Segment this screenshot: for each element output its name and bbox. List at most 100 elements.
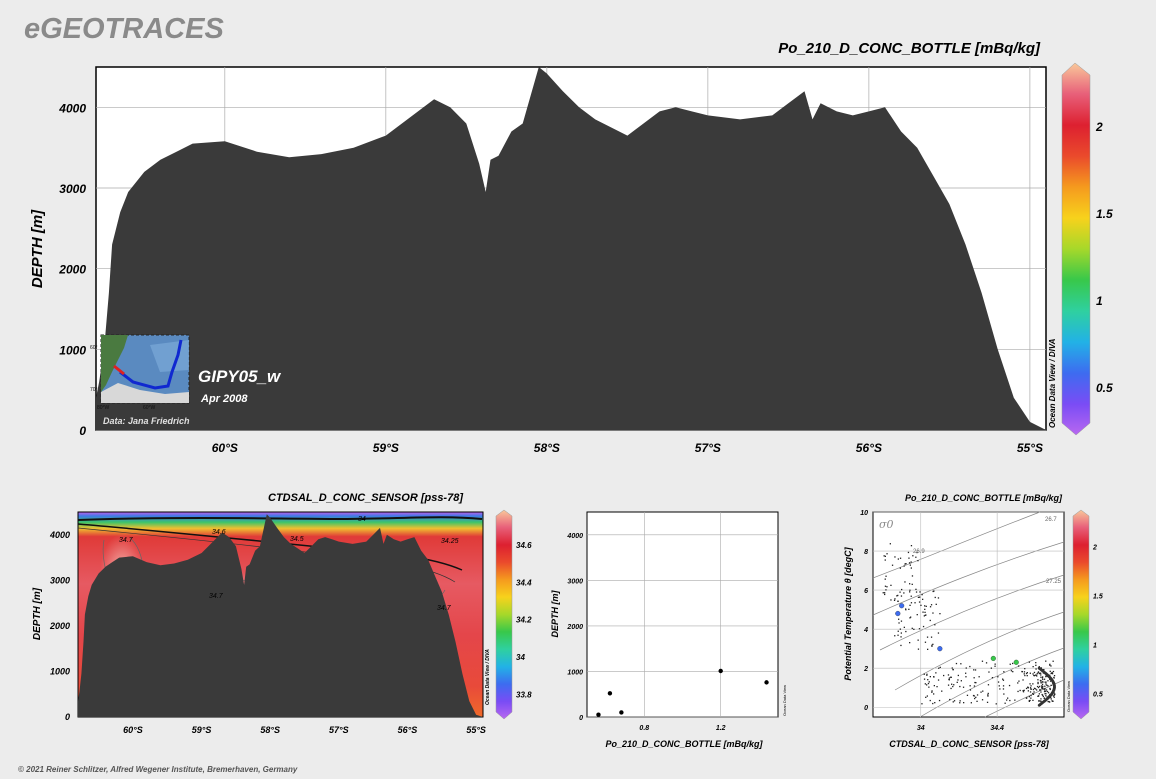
ts-ctd-sample: [1049, 688, 1051, 691]
ts-ctd-sample: [1023, 671, 1026, 673]
ts-xlabel: CTDSAL_D_CONC_SENSOR [pss-78]: [889, 739, 1050, 749]
ts-black-points: [882, 543, 1056, 707]
ts-ctd-sample: [1017, 690, 1019, 693]
ts-ctd-sample: [974, 681, 976, 684]
ts-ctd-sample: [975, 682, 977, 684]
ts-ctd-sample: [1026, 675, 1028, 677]
ts-ctd-sample: [935, 603, 937, 605]
ts-ctd-sample: [1008, 684, 1011, 687]
sal-x-tick-label: 59°S: [192, 725, 212, 735]
scatter-grid: [587, 512, 778, 718]
scatter-y-ticks: 0 1000 2000 3000 4000: [566, 533, 583, 722]
ts-ctd-sample: [988, 671, 990, 673]
scatter-xlabel: Po_210_D_CONC_BOTTLE [mBq/kg]: [605, 739, 763, 749]
ts-ctd-sample: [922, 625, 925, 628]
ts-ctd-sample: [1023, 673, 1025, 675]
ts-ctd-sample: [1002, 685, 1005, 687]
ts-ctd-sample: [1047, 692, 1050, 694]
ts-ctd-sample: [922, 598, 924, 600]
ts-ctd-sample: [916, 614, 918, 616]
contour-label: 34.6: [212, 529, 226, 536]
ts-ctd-sample: [884, 593, 886, 596]
ts-ctd-sample: [965, 676, 967, 678]
main-x-tick-label: 56°S: [856, 441, 882, 455]
ts-ctd-sample: [905, 609, 907, 611]
colorbar-tick-label: 1: [1096, 294, 1103, 308]
ts-ctd-sample: [922, 611, 924, 613]
ts-ctd-sample: [918, 628, 921, 630]
ts-ctd-sample: [1042, 694, 1044, 696]
ts-ctd-sample: [923, 673, 925, 675]
ts-ctd-sample: [980, 691, 982, 693]
ts-ctd-sample: [1037, 695, 1039, 697]
ts-ctd-sample: [1045, 689, 1048, 691]
ts-ctd-sample: [960, 680, 962, 682]
ts-ctd-sample: [929, 699, 931, 702]
contour-label: 34.25: [441, 538, 459, 545]
ts-ctd-sample: [939, 666, 941, 668]
scatter-side-text: Ocean Data View: [782, 685, 787, 716]
ts-ctd-sample: [908, 557, 910, 559]
ts-ctd-sample: [1003, 693, 1005, 695]
sal-y-tick-label: 3000: [50, 575, 70, 585]
ts-ctd-sample: [1049, 663, 1051, 665]
ts-ctd-sample: [995, 703, 997, 705]
sal-contour-labels: 34 34.7 34.6 34.5 34.25 34.7 34.7: [119, 516, 459, 612]
ts-ctd-sample: [1019, 689, 1021, 692]
ts-ctd-sample: [921, 594, 923, 596]
main-y-tick-label: 1000: [59, 343, 86, 357]
scatter-y-tick-label: 3000: [567, 578, 583, 585]
ts-isopycnals: [872, 511, 1065, 718]
ts-ctd-sample: [1032, 683, 1034, 685]
ts-ctd-sample: [884, 555, 886, 557]
ts-ctd-sample: [897, 558, 899, 560]
inset-lat-60: 60°: [90, 345, 98, 351]
ts-ctd-sample: [1044, 681, 1046, 683]
colorbar-tick-label: 34: [516, 653, 525, 662]
ts-ctd-sample: [973, 677, 975, 679]
main-x-tick-label: 58°S: [534, 441, 560, 455]
ts-ctd-sample: [1049, 670, 1051, 672]
ts-ctd-sample: [1050, 684, 1052, 686]
ts-ctd-sample: [919, 596, 921, 598]
sal-y-ticks: 0 1000 2000 3000 4000: [49, 530, 70, 722]
ts-ctd-sample: [1041, 686, 1043, 689]
sal-x-tick-label: 57°S: [329, 725, 349, 735]
ts-grid: [873, 511, 1064, 717]
colorbar-tick-label: 0.5: [1096, 381, 1113, 395]
ts-ctd-sample: [957, 674, 959, 677]
ts-ctd-sample: [987, 692, 989, 695]
ts-ctd-sample: [1054, 693, 1056, 695]
ts-ctd-sample: [1023, 689, 1025, 691]
scatter-plot-area: [586, 511, 779, 718]
ts-ctd-sample: [1032, 666, 1034, 668]
main-side-text: Ocean Data View / DIVA: [1048, 338, 1057, 428]
ts-ctd-sample: [924, 605, 926, 607]
colorbar-tick-label: 1.5: [1096, 207, 1113, 221]
app-title: eGEOTRACES: [24, 13, 224, 45]
ts-ctd-sample: [1053, 694, 1055, 696]
cruise-date: Apr 2008: [200, 393, 248, 405]
scatter-y-tick-label: 2000: [566, 624, 583, 631]
ts-ctd-sample: [924, 611, 926, 613]
ts-ctd-sample: [1052, 700, 1054, 702]
scatter-y-tick-label: 0: [579, 715, 583, 722]
ts-ctd-sample: [1052, 660, 1054, 662]
ts-ctd-sample: [913, 628, 915, 630]
ts-ctd-sample: [1029, 683, 1031, 685]
ts-x-ticks: 34 34.4: [917, 725, 1004, 732]
ts-ctd-sample: [965, 667, 967, 669]
ts-ctd-sample: [1049, 678, 1051, 680]
ts-ctd-sample: [1038, 666, 1040, 668]
ts-colored-points: [895, 603, 1019, 665]
ts-ctd-sample: [924, 683, 926, 685]
ts-ctd-sample: [900, 644, 902, 647]
main-x-tick-label: 60°S: [212, 441, 238, 455]
ts-ctd-sample: [985, 662, 988, 664]
ts-ctd-sample: [951, 683, 953, 685]
main-ylabel: DEPTH [m]: [29, 209, 46, 288]
ts-ctd-sample: [1051, 700, 1053, 702]
ts-ctd-sample: [933, 685, 935, 687]
ts-ctd-sample: [997, 676, 999, 678]
